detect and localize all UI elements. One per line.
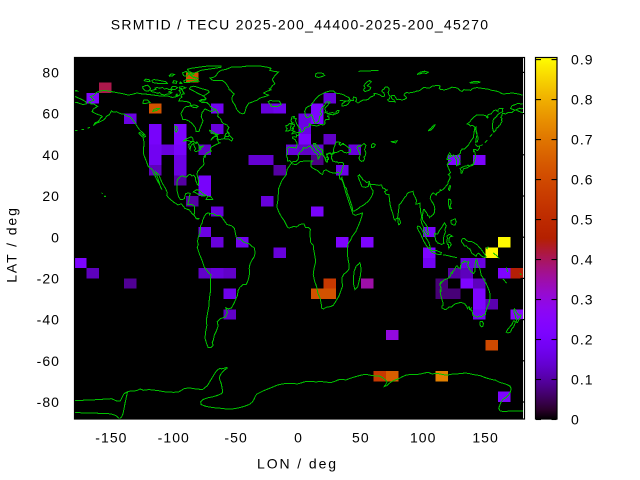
svg-text:50: 50 <box>352 430 370 446</box>
svg-text:-40: -40 <box>37 312 60 328</box>
svg-text:SRMTID / TECU 2025-200_44400-2: SRMTID / TECU 2025-200_44400-2025-200_45… <box>111 16 490 32</box>
svg-text:LAT / deg: LAT / deg <box>4 206 20 283</box>
svg-text:60: 60 <box>42 106 60 122</box>
svg-text:0.9: 0.9 <box>571 52 594 68</box>
svg-text:LON / deg: LON / deg <box>257 455 338 471</box>
svg-text:0.2: 0.2 <box>571 332 594 348</box>
svg-text:0: 0 <box>51 229 60 245</box>
svg-text:20: 20 <box>42 188 60 204</box>
svg-text:-20: -20 <box>37 271 60 287</box>
svg-text:0: 0 <box>571 412 580 428</box>
svg-text:0.7: 0.7 <box>571 132 594 148</box>
svg-text:40: 40 <box>42 147 60 163</box>
svg-text:0.1: 0.1 <box>571 372 594 388</box>
svg-text:0.8: 0.8 <box>571 92 594 108</box>
svg-text:0: 0 <box>294 430 303 446</box>
svg-text:0.4: 0.4 <box>571 252 594 268</box>
svg-text:100: 100 <box>410 430 437 446</box>
svg-text:-150: -150 <box>95 430 127 446</box>
svg-text:150: 150 <box>472 430 499 446</box>
svg-text:-60: -60 <box>37 353 60 369</box>
svg-text:80: 80 <box>42 65 60 81</box>
svg-text:-50: -50 <box>224 430 247 446</box>
svg-text:-100: -100 <box>158 430 190 446</box>
svg-text:-80: -80 <box>37 394 60 410</box>
svg-text:0.5: 0.5 <box>571 212 594 228</box>
svg-text:0.3: 0.3 <box>571 292 594 308</box>
svg-text:0.6: 0.6 <box>571 172 594 188</box>
